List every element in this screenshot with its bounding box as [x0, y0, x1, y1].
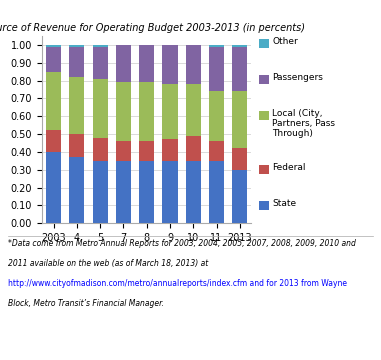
- Text: Local (City,: Local (City,: [272, 109, 323, 118]
- Text: Passengers: Passengers: [272, 73, 323, 82]
- Bar: [116, 82, 131, 141]
- Text: Through): Through): [272, 129, 313, 138]
- Bar: [232, 45, 247, 47]
- Bar: [209, 161, 224, 223]
- Bar: [69, 157, 85, 223]
- Bar: [186, 161, 201, 223]
- Bar: [162, 139, 178, 161]
- Bar: [93, 138, 108, 161]
- Bar: [186, 84, 201, 136]
- Text: http://www.cityofmadison.com/metro/annualreports/index.cfm and for 2013 from Way: http://www.cityofmadison.com/metro/annua…: [8, 279, 347, 288]
- Bar: [46, 130, 61, 152]
- Bar: [139, 161, 154, 223]
- Bar: [232, 148, 247, 170]
- Bar: [69, 45, 85, 47]
- Bar: [116, 141, 131, 161]
- Text: 2011 available on the web (as of March 18, 2013) at: 2011 available on the web (as of March 1…: [8, 259, 208, 268]
- Bar: [93, 47, 108, 79]
- Bar: [232, 91, 247, 148]
- Bar: [139, 45, 154, 82]
- Text: State: State: [272, 199, 296, 208]
- Bar: [232, 47, 247, 91]
- Bar: [93, 79, 108, 138]
- Bar: [116, 161, 131, 223]
- Bar: [46, 45, 61, 47]
- Bar: [93, 45, 108, 47]
- Text: Block, Metro Transit’s Financial Manager.: Block, Metro Transit’s Financial Manager…: [8, 299, 163, 308]
- Bar: [209, 141, 224, 161]
- Bar: [116, 45, 131, 82]
- Text: Partners, Pass: Partners, Pass: [272, 119, 335, 128]
- Bar: [209, 91, 224, 141]
- Bar: [232, 170, 247, 223]
- Text: Source of Revenue for Operating Budget 2003-2013 (in percents): Source of Revenue for Operating Budget 2…: [0, 23, 305, 33]
- Bar: [93, 161, 108, 223]
- Bar: [139, 82, 154, 141]
- Bar: [69, 134, 85, 157]
- Text: Other: Other: [272, 37, 298, 46]
- Bar: [186, 45, 201, 84]
- Text: *Data come from Metro Annual Reports for 2003, 2004, 2005, 2007, 2008, 2009, 201: *Data come from Metro Annual Reports for…: [8, 239, 355, 248]
- Bar: [46, 152, 61, 223]
- Bar: [209, 47, 224, 91]
- Text: Federal: Federal: [272, 163, 306, 172]
- Bar: [69, 77, 85, 134]
- Bar: [69, 47, 85, 77]
- Bar: [162, 84, 178, 139]
- Bar: [186, 136, 201, 161]
- Bar: [162, 45, 178, 84]
- Bar: [139, 141, 154, 161]
- Bar: [46, 72, 61, 130]
- Bar: [162, 161, 178, 223]
- Bar: [209, 45, 224, 47]
- Bar: [46, 47, 61, 72]
